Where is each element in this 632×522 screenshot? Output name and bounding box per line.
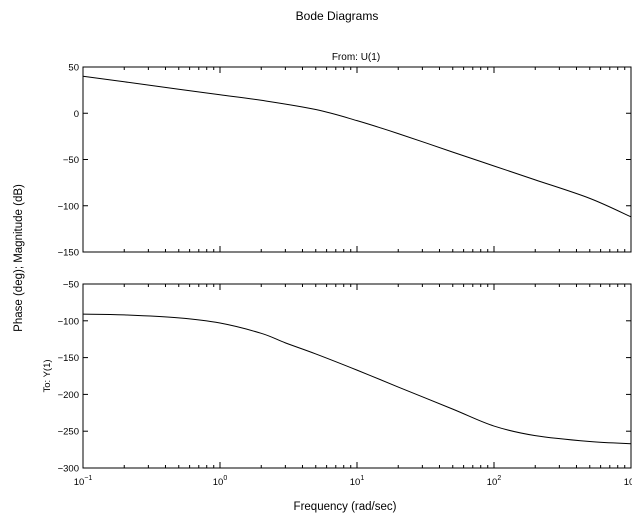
xtick-label: 101 bbox=[350, 475, 365, 488]
phase-ytick-label: −300 bbox=[58, 464, 79, 475]
x-axis-label: Frequency (rad/sec) bbox=[294, 501, 397, 513]
magnitude-ytick-label: −100 bbox=[58, 201, 79, 212]
magnitude-panel: 50 0 −50 −100 −150 bbox=[58, 63, 632, 259]
phase-ytick-label: −100 bbox=[58, 316, 79, 327]
xtick-label: 100 bbox=[213, 475, 228, 488]
output-label: To: Y(1) bbox=[42, 359, 53, 392]
phase-axes-frame bbox=[82, 283, 632, 469]
magnitude-series-line bbox=[82, 75, 632, 218]
magnitude-ytick-label: 50 bbox=[68, 63, 79, 74]
magnitude-axes-frame bbox=[82, 66, 632, 253]
phase-ytick-label: −50 bbox=[63, 280, 79, 291]
phase-ytick-label: −150 bbox=[58, 353, 79, 364]
phase-ytick-label: −200 bbox=[58, 390, 79, 401]
xtick-label: 10−1 bbox=[74, 475, 93, 488]
phase-series-line bbox=[82, 313, 632, 445]
phase-ytick-label: −250 bbox=[58, 427, 79, 438]
y-axis-label: Phase (deg); Magnitude (dB) bbox=[13, 184, 25, 332]
xtick-label: 102 bbox=[487, 475, 502, 488]
panel-subtitle: From: U(1) bbox=[332, 52, 380, 63]
magnitude-ytick-label: 0 bbox=[74, 109, 79, 120]
xtick-label: 103 bbox=[624, 475, 632, 488]
magnitude-ytick-label: −50 bbox=[63, 155, 79, 166]
figure-title: Bode Diagrams bbox=[296, 9, 379, 23]
magnitude-ytick-label: −150 bbox=[58, 248, 79, 259]
